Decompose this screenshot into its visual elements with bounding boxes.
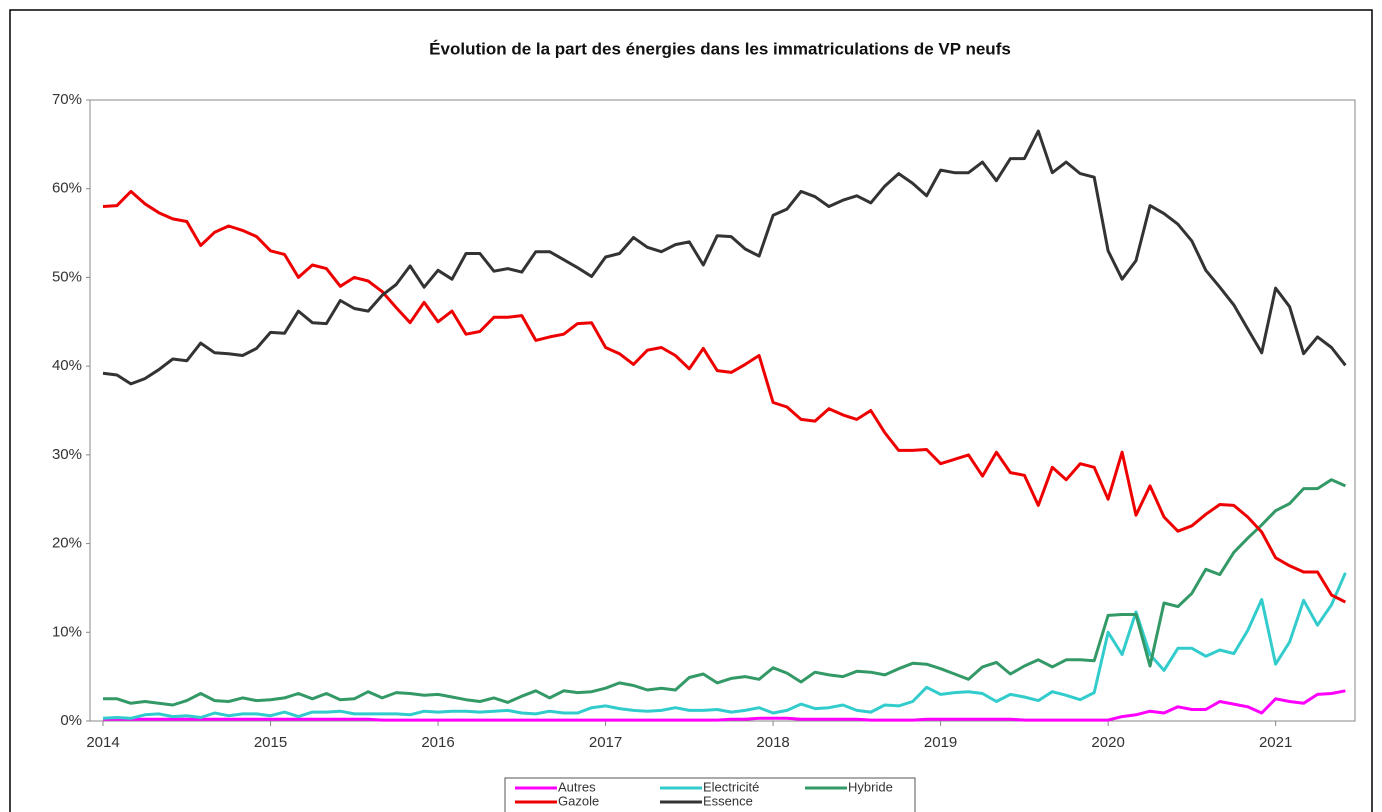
chart-title: Évolution de la part des énergies dans l… — [429, 39, 1011, 58]
y-tick-label: 10% — [52, 623, 82, 640]
x-tick-label: 2019 — [924, 734, 957, 751]
legend-label: Electricité — [703, 779, 759, 794]
legend-label: Autres — [558, 779, 596, 794]
x-tick-label: 2015 — [254, 734, 287, 751]
y-tick-label: 70% — [52, 91, 82, 108]
y-tick-label: 0% — [60, 712, 82, 729]
series-line — [103, 478, 1347, 707]
legend-box — [504, 777, 916, 812]
x-tick-label: 2016 — [421, 734, 454, 751]
series-line — [103, 689, 1346, 722]
x-tick-label: 2018 — [756, 734, 789, 751]
plot-frame — [89, 99, 1356, 722]
series-line — [102, 189, 1347, 604]
y-tick-label: 30% — [52, 446, 82, 463]
outer-border — [9, 9, 1373, 812]
legend-label: Essence — [703, 793, 753, 808]
x-tick-label: 2017 — [589, 734, 622, 751]
y-tick-label: 50% — [52, 268, 82, 285]
y-tick-label: 40% — [52, 357, 82, 374]
series-line — [102, 129, 1347, 386]
legend-label: Hybride — [848, 779, 893, 794]
y-tick-label: 60% — [52, 180, 82, 197]
y-tick-label: 20% — [52, 535, 82, 552]
x-tick-label: 2014 — [86, 734, 119, 751]
legend-label: Gazole — [558, 793, 599, 808]
x-tick-label: 2020 — [1091, 734, 1124, 751]
x-tick-label: 2021 — [1259, 734, 1292, 751]
